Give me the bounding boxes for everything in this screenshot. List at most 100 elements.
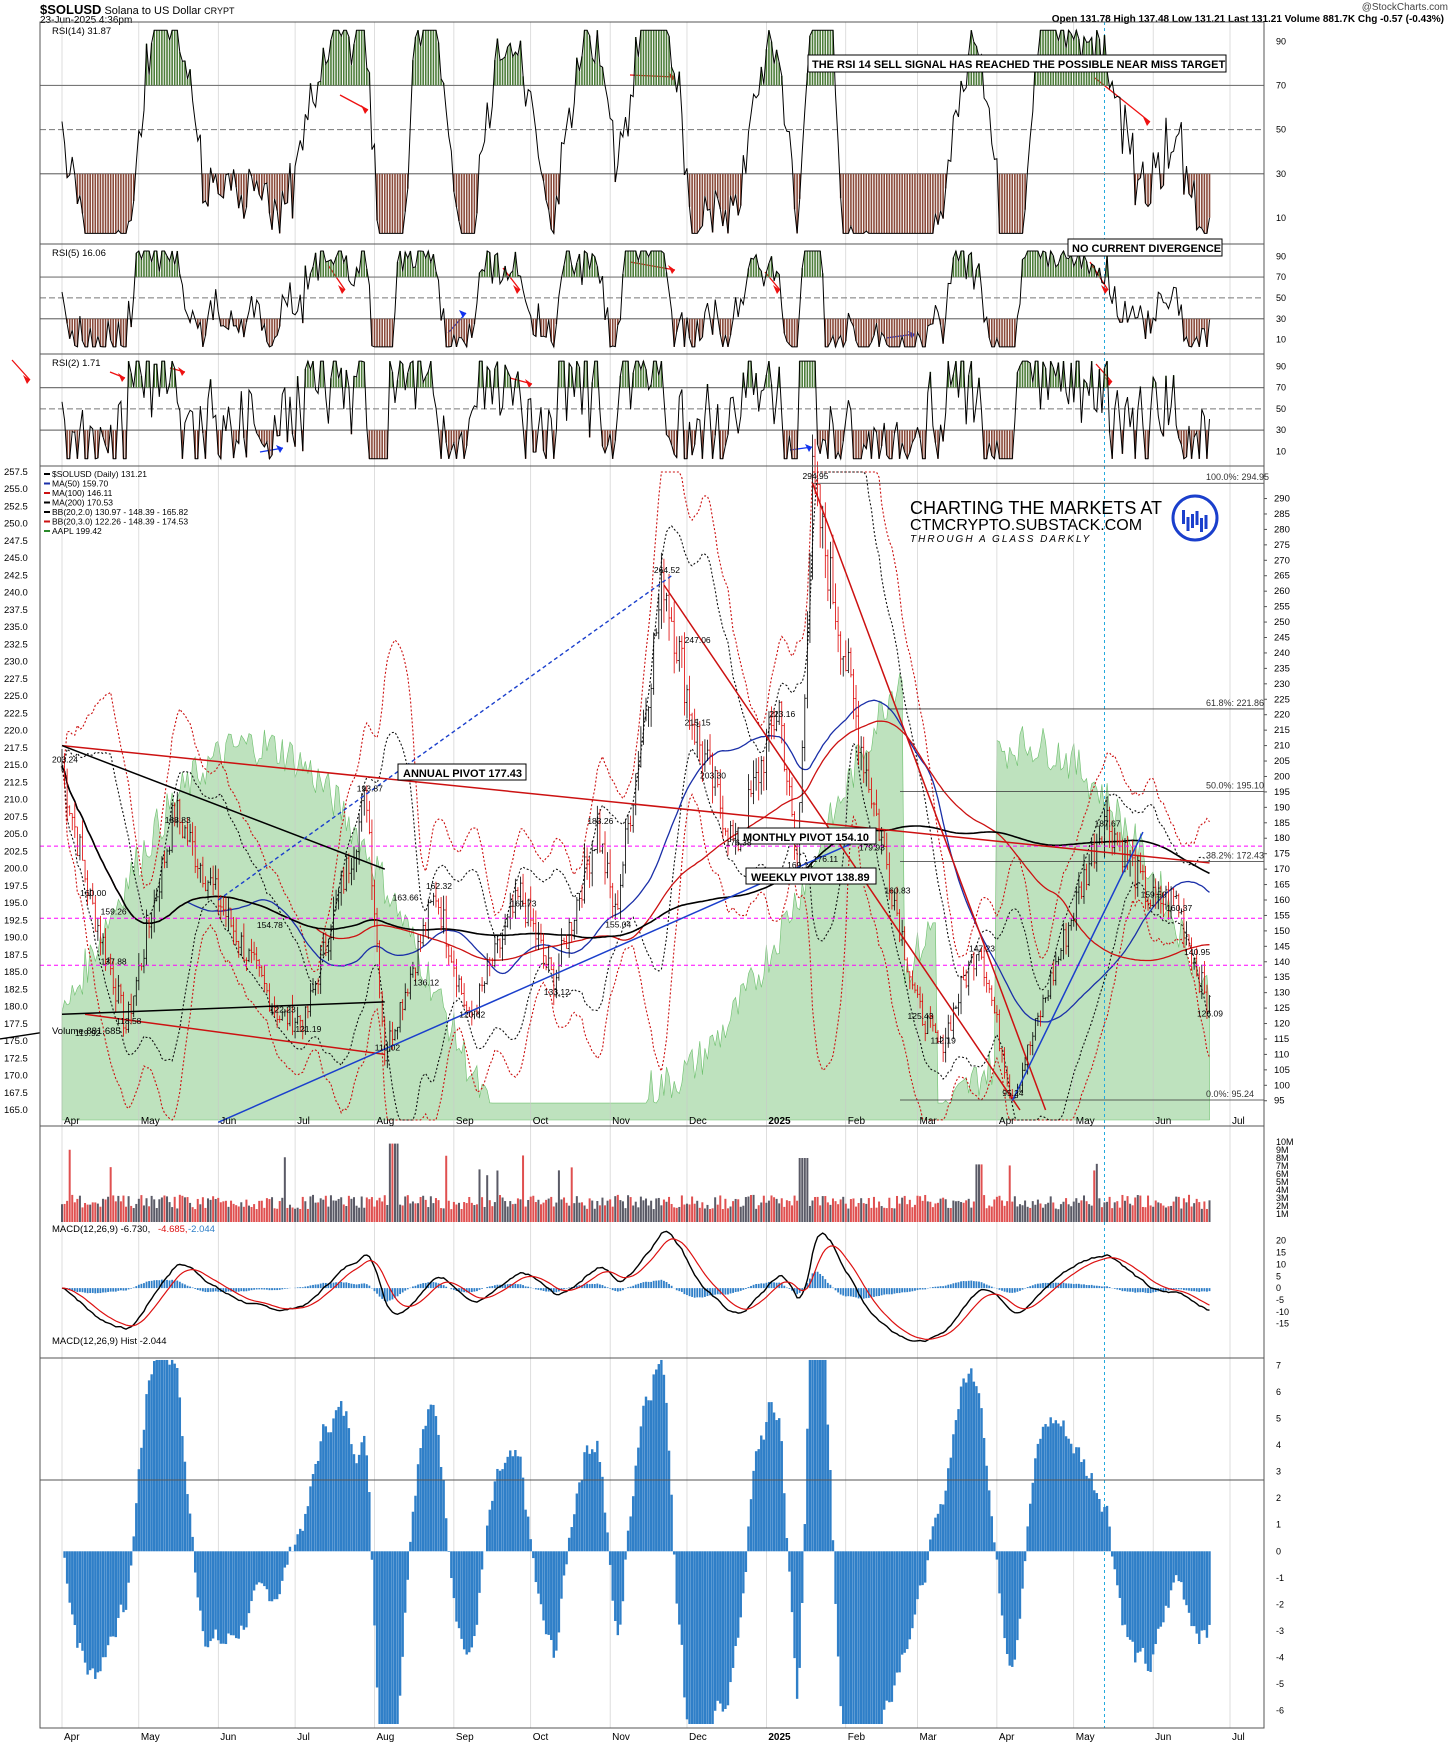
hist-bar <box>770 1402 773 1552</box>
hist-bar <box>634 1465 637 1552</box>
brand-logo-icon <box>1171 494 1219 542</box>
hist-bar <box>493 1481 497 1552</box>
left-tick-label: 237.5 <box>4 605 28 616</box>
price-label: 121.19 <box>295 1024 321 1034</box>
bb-2 <box>61 471 1210 991</box>
rsi-tick-label: 10 <box>1276 446 1286 456</box>
volume-bar <box>1057 1209 1060 1222</box>
signal-arrow-head <box>805 444 812 452</box>
hist-bar <box>749 1499 753 1552</box>
hist-bar <box>347 1428 351 1552</box>
hist-bar <box>1000 1551 1004 1616</box>
right-tick-label: 135 <box>1274 972 1290 983</box>
hist-bar <box>480 1551 484 1570</box>
hist-bar <box>1144 1551 1147 1664</box>
volume-bar <box>1144 1207 1147 1222</box>
hist-bar <box>1162 1551 1165 1623</box>
volume-bar <box>219 1202 222 1222</box>
hist-bar <box>616 1551 620 1636</box>
hist-bar <box>155 1359 158 1552</box>
volume-bar <box>872 1196 875 1222</box>
volume-bar <box>537 1199 540 1222</box>
symbol: $SOLUSD <box>40 2 102 17</box>
macd-histogram <box>63 1359 1211 1724</box>
hist-bar <box>391 1551 394 1724</box>
volume-bar <box>194 1209 197 1222</box>
hist-bar <box>626 1530 630 1552</box>
left-tick-label: 230.0 <box>4 657 28 668</box>
volume-bar <box>609 1199 612 1222</box>
hist-bar <box>204 1551 207 1647</box>
watermark: @StockCharts.com <box>1361 2 1448 13</box>
volume-bar <box>972 1201 975 1222</box>
hist-bar <box>998 1551 1001 1594</box>
symbol-title: $SOLUSD Solana to US Dollar CRYPT <box>40 2 234 17</box>
volume-bar <box>816 1196 819 1222</box>
hist-bar <box>611 1551 614 1601</box>
hist-bar <box>844 1551 847 1724</box>
ma50-line <box>61 699 1210 1023</box>
volume-bar <box>353 1197 355 1222</box>
hist-bar <box>424 1425 427 1552</box>
volume-bar <box>506 1206 509 1222</box>
legend-entry: MA(200) 170.53 <box>52 498 113 508</box>
volume-bar <box>796 1200 799 1222</box>
volume-bar <box>378 1197 381 1222</box>
volume-bar <box>616 1194 619 1222</box>
volume-bar <box>258 1200 261 1222</box>
trend-line <box>61 744 386 870</box>
volume-bar <box>939 1198 942 1222</box>
hist-bar <box>1082 1459 1086 1552</box>
volume-bar <box>301 1196 304 1222</box>
hist-bar <box>188 1513 192 1552</box>
hist-bar <box>201 1551 205 1632</box>
hist-bar <box>831 1540 835 1552</box>
volume-bar <box>1016 1206 1019 1222</box>
left-tick-label: 205.0 <box>4 829 28 840</box>
hist-bar <box>534 1551 538 1583</box>
hist-bar <box>1157 1551 1160 1629</box>
right-tick-label: 140 <box>1274 957 1290 968</box>
hist-bar <box>970 1368 973 1552</box>
volume-bar <box>539 1204 542 1222</box>
hist-bar <box>1003 1551 1006 1639</box>
volume-bar <box>834 1201 837 1222</box>
volume-bar <box>668 1196 671 1222</box>
hist-bar <box>316 1460 320 1552</box>
hist-bar <box>593 1452 596 1552</box>
hist-bar <box>690 1551 694 1724</box>
volume-bar <box>232 1203 235 1222</box>
volume-bar <box>962 1202 965 1222</box>
hist-bar <box>158 1359 161 1552</box>
volume-bar <box>358 1207 361 1222</box>
trend-line <box>61 1001 385 1016</box>
volume-bar <box>724 1198 727 1222</box>
hist-bar <box>1090 1473 1093 1552</box>
hist-bar <box>401 1551 404 1657</box>
hist-bar <box>1151 1551 1155 1655</box>
volume-bar <box>755 1208 758 1222</box>
right-tick-label: 145 <box>1274 941 1290 952</box>
right-tick-label: 175 <box>1274 849 1290 860</box>
signal-arrow-head <box>773 285 780 294</box>
hist-bar <box>1208 1551 1211 1625</box>
volume-bar <box>570 1167 573 1222</box>
price-label: 160.00 <box>80 888 106 898</box>
hist-bar <box>485 1525 489 1552</box>
volume-bar <box>960 1202 963 1222</box>
volume-bar <box>990 1206 993 1222</box>
price-label: 154.78 <box>257 920 283 930</box>
hist-bar <box>1108 1526 1111 1552</box>
volume-bar <box>411 1201 414 1222</box>
x-tick-label: Apr <box>64 1116 80 1127</box>
hist-bar <box>716 1551 719 1701</box>
volume-bar <box>614 1196 617 1222</box>
hist-tick-label: -3 <box>1276 1626 1284 1636</box>
hist-bar <box>119 1551 123 1605</box>
rsi-line <box>61 28 1210 235</box>
hist-bar <box>78 1551 82 1643</box>
volume-bar <box>207 1198 209 1222</box>
volume-bar <box>1172 1201 1175 1222</box>
macd-signal-line <box>61 1238 1210 1341</box>
x-tick-label: Jun <box>1155 1116 1171 1127</box>
